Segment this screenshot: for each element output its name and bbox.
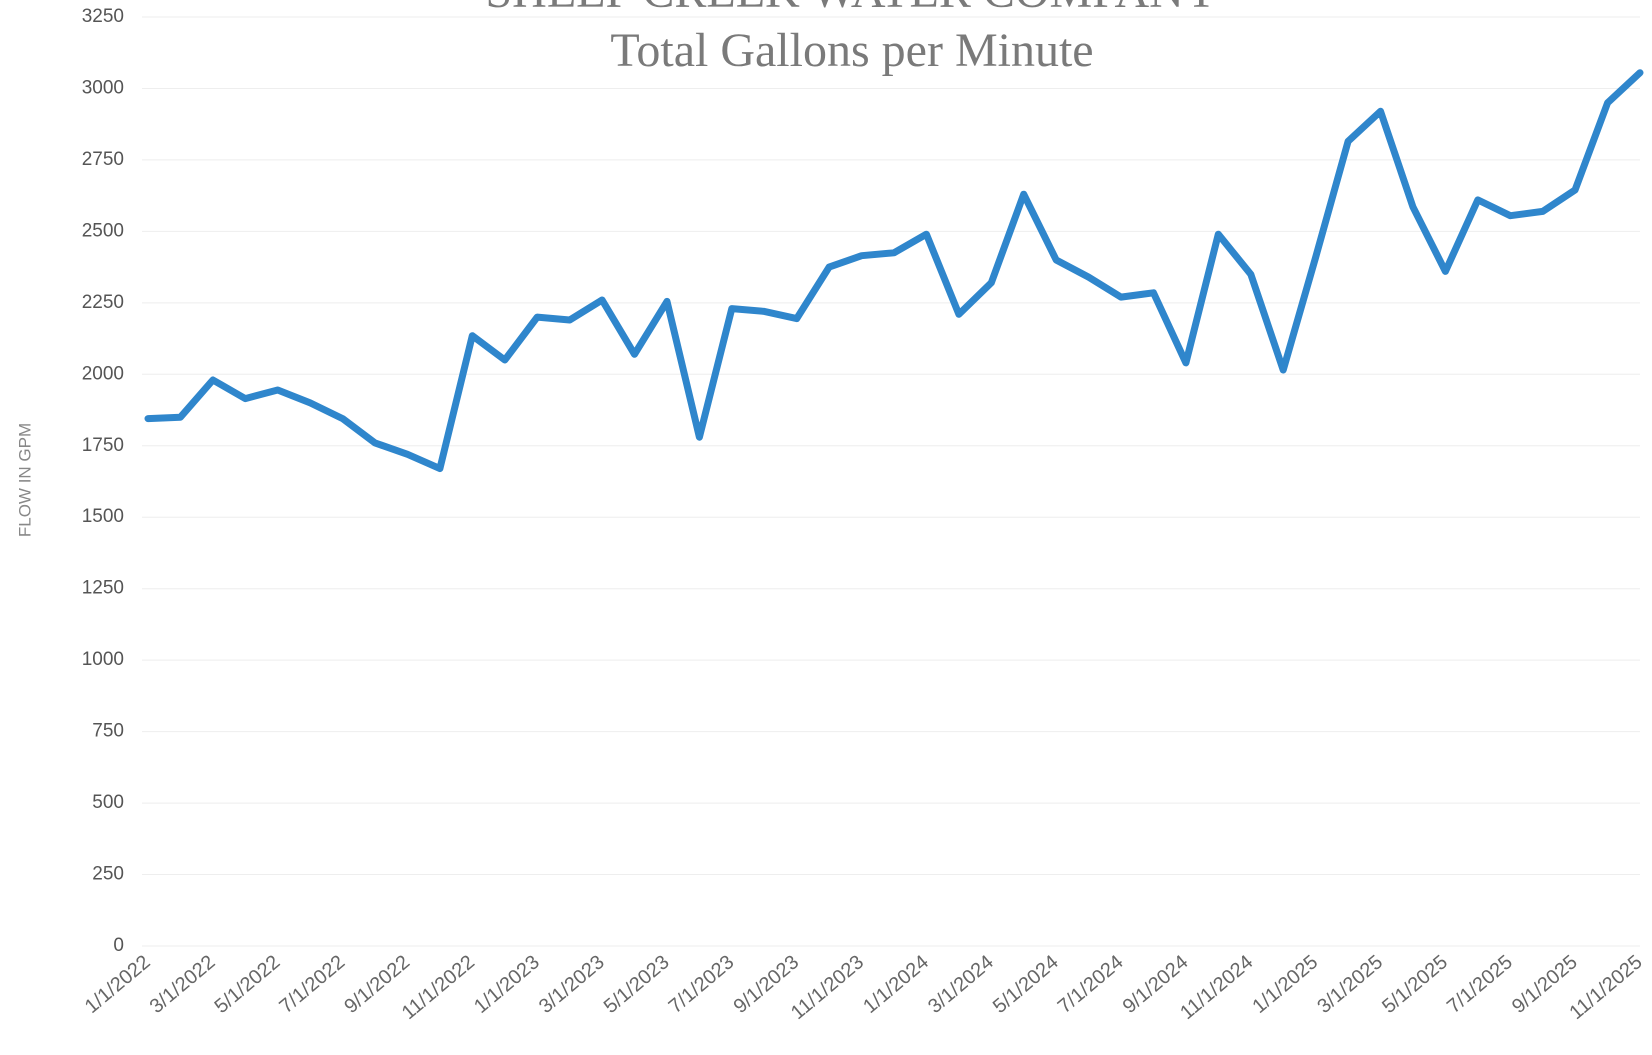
x-tick-label: 5/1/2024 [989, 951, 1063, 1018]
y-tick-label: 500 [92, 792, 124, 813]
x-tick-label: 1/1/2022 [81, 951, 155, 1018]
x-tick-label: 11/1/2023 [787, 951, 868, 1024]
y-tick-label: 1500 [82, 506, 124, 527]
x-tick-label: 5/1/2025 [1378, 951, 1452, 1018]
line-series [144, 69, 1644, 473]
x-tick-label: 3/1/2023 [535, 951, 609, 1018]
y-tick-label: 2000 [82, 363, 124, 384]
y-tick-label: 250 [92, 864, 124, 885]
x-tick-label: 5/1/2023 [600, 951, 674, 1018]
x-tick-label: 3/1/2024 [924, 951, 998, 1018]
x-tick-label: 7/1/2022 [275, 951, 349, 1018]
x-tick-label: 7/1/2024 [1054, 951, 1128, 1018]
chart-subtitle: Total Gallons per Minute [610, 24, 1093, 77]
y-tick-label: 750 [92, 721, 124, 742]
y-tick-label: 3250 [82, 6, 124, 27]
y-axis-label: FLOW IN GPM [15, 423, 34, 537]
x-tick-label: 11/1/2022 [398, 951, 479, 1024]
x-tick-label: 11/1/2025 [1565, 951, 1646, 1024]
y-tick-label: 2500 [82, 220, 124, 241]
y-tick-label: 2750 [82, 149, 124, 170]
x-tick-label: 3/1/2025 [1313, 951, 1387, 1018]
x-tick-label: 7/1/2023 [665, 951, 739, 1018]
x-tick-label: 5/1/2022 [211, 951, 285, 1018]
y-tick-label: 3000 [82, 77, 124, 98]
y-tick-label: 1750 [82, 435, 124, 456]
chart-title: SHEEP CREEK WATER COMPANY [485, 0, 1218, 18]
y-tick-label: 0 [113, 935, 124, 956]
x-tick-label: 3/1/2022 [146, 951, 220, 1018]
x-tick-label: 1/1/2023 [470, 951, 544, 1018]
y-tick-label: 1000 [82, 649, 124, 670]
y-tick-label: 2250 [82, 292, 124, 313]
x-tick-label: 11/1/2024 [1176, 951, 1257, 1024]
x-tick-label: 1/1/2024 [859, 951, 933, 1018]
x-tick-label: 7/1/2025 [1443, 951, 1517, 1018]
y-tick-label: 1250 [82, 578, 124, 599]
x-tick-label: 1/1/2025 [1248, 951, 1322, 1018]
